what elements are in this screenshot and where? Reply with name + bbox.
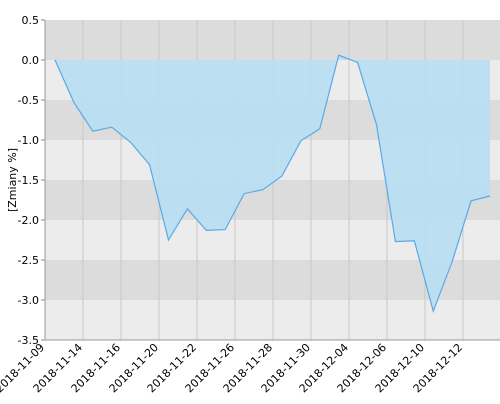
y-tick-label: -3.0 [18,294,39,307]
y-tick-label: -0.5 [18,94,39,107]
y-tick-label: -1.0 [18,134,39,147]
line [54,54,491,314]
y-tick-label: 0.5 [22,14,40,27]
y-tick-label: -2.5 [18,254,39,267]
y-tick-label: 0.0 [22,54,40,67]
y-tick-label: -1.5 [18,174,39,187]
area-fill [55,55,490,312]
y-tick-label: -2.0 [18,214,39,227]
y-axis-label: [Zmiany %] [6,148,19,212]
y-tick-label: -3.5 [18,334,39,347]
